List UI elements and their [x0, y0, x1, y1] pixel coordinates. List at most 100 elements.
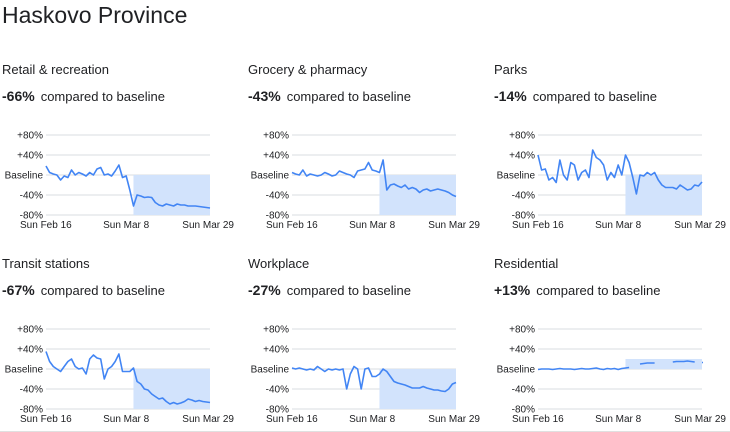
series-line: [291, 159, 457, 198]
line-chart-transit-stations: +80% +40% Baseline -40% -80%Sun Feb 16 Sun Ma…: [5, 325, 235, 426]
plot-area: +80% +40% Baseline -40% -80% Sun Feb 16 Sun Ma…: [2, 117, 238, 234]
y-tick-label: -40%: [20, 191, 43, 202]
x-tick-label: Sun Mar 8: [349, 414, 396, 425]
y-tick-label: -40%: [512, 385, 535, 396]
series-line: [537, 366, 630, 371]
y-tick-label: -40%: [266, 191, 289, 202]
percent-change: -43%: [248, 88, 281, 104]
comparison-label: compared to baseline: [532, 89, 657, 104]
y-tick-label: +80%: [263, 131, 289, 142]
summary-line: -14% compared to baseline: [494, 87, 657, 106]
summary-line: -27% compared to baseline: [248, 281, 411, 300]
comparison-label: compared to baseline: [536, 283, 661, 298]
summary-line: -66% compared to baseline: [2, 87, 165, 106]
plot-area: +80% +40% Baseline -40% -80% Sun Feb 16 Sun Ma…: [248, 311, 484, 428]
summary-line: -67% compared to baseline: [2, 281, 165, 300]
series-line: [672, 360, 695, 363]
comparison-label: compared to baseline: [40, 283, 165, 298]
percent-change: +13%: [494, 282, 531, 298]
percent-change: -27%: [248, 282, 281, 298]
y-tick-label: +40%: [509, 345, 535, 356]
x-tick-label: Sun Feb 16: [20, 414, 72, 425]
percent-change: -67%: [2, 282, 35, 298]
x-tick-label: Sun Mar 29: [428, 220, 480, 231]
percent-change: -14%: [494, 88, 527, 104]
x-tick-label: Sun Mar 8: [103, 414, 150, 425]
change-highlight: [133, 175, 210, 215]
x-tick-label: Sun Feb 16: [266, 220, 318, 231]
plot-area: +80% +40% Baseline -40% -80% Sun Feb 16 Sun Ma…: [248, 117, 484, 234]
comparison-label: compared to baseline: [40, 89, 165, 104]
line-chart-residential: +80% +40% Baseline -40% -80%Sun Feb 16 Sun Ma…: [497, 325, 727, 426]
x-tick-label: Sun Feb 16: [512, 414, 564, 425]
line-chart-parks: +80% +40% Baseline -40% -80%Sun Feb 16 Sun Ma…: [497, 131, 727, 232]
change-highlight: [625, 175, 702, 215]
y-tick-label: Baseline: [5, 365, 44, 376]
x-tick-label: Sun Mar 29: [182, 220, 234, 231]
category-title: Grocery & pharmacy: [248, 62, 368, 77]
y-tick-label: +40%: [509, 151, 535, 162]
series-line: [639, 362, 655, 365]
y-tick-label: +40%: [263, 345, 289, 356]
y-tick-label: -80%: [266, 405, 289, 416]
x-tick-label: Sun Mar 8: [349, 220, 396, 231]
y-tick-label: Baseline: [5, 171, 44, 182]
category-title: Residential: [494, 256, 559, 271]
chart-panel-workplace: Workplace -27% compared to baseline +80% +40…: [248, 256, 484, 426]
y-tick-label: +40%: [17, 151, 43, 162]
percent-change: -66%: [2, 88, 35, 104]
change-highlight: [379, 369, 456, 409]
y-tick-label: -40%: [266, 385, 289, 396]
y-tick-label: Baseline: [251, 365, 290, 376]
comparison-label: compared to baseline: [286, 89, 411, 104]
y-tick-label: +80%: [17, 131, 43, 142]
change-highlight: [625, 359, 702, 369]
y-tick-label: -80%: [266, 211, 289, 222]
chart-panel-transit-stations: Transit stations -67% compared to baseline…: [2, 256, 238, 426]
line-chart-retail-and-recreation: +80% +40% Baseline -40% -80%Sun Feb 16 Sun Ma…: [5, 131, 235, 232]
plot-area: +80% +40% Baseline -40% -80% Sun Feb 16 Sun Ma…: [2, 311, 238, 428]
chart-panel-parks: Parks -14% compared to baseline +80% +40% Bas…: [494, 62, 730, 232]
x-tick-label: Sun Mar 8: [595, 414, 642, 425]
x-tick-label: Sun Mar 29: [428, 414, 480, 425]
y-tick-label: +80%: [509, 131, 535, 142]
y-tick-label: -80%: [512, 405, 535, 416]
category-title: Retail & recreation: [2, 62, 109, 77]
y-tick-label: +40%: [263, 151, 289, 162]
y-tick-label: Baseline: [251, 171, 290, 182]
chart-panel-retail-and-recreation: Retail & recreation -66% compared to basel…: [2, 62, 238, 232]
x-tick-label: Sun Mar 29: [182, 414, 234, 425]
line-chart-workplace: +80% +40% Baseline -40% -80%Sun Feb 16 Sun Ma…: [251, 325, 481, 426]
series-line: [291, 365, 457, 393]
series-line: [45, 164, 211, 209]
category-title: Parks: [494, 62, 528, 77]
series-line: [45, 351, 211, 405]
chart-panel-residential: Residential +13% compared to baseline +80% +…: [494, 256, 730, 426]
x-tick-label: Sun Feb 16: [20, 220, 72, 231]
x-tick-label: Sun Mar 8: [103, 220, 150, 231]
category-title: Transit stations: [2, 256, 90, 271]
summary-line: -43% compared to baseline: [248, 87, 411, 106]
y-tick-label: Baseline: [497, 171, 536, 182]
y-tick-label: -40%: [20, 385, 43, 396]
summary-line: +13% compared to baseline: [494, 281, 661, 300]
x-tick-label: Sun Mar 29: [674, 414, 726, 425]
plot-area: +80% +40% Baseline -40% -80% Sun Feb 16 Sun Ma…: [494, 117, 730, 234]
y-tick-label: +40%: [17, 345, 43, 356]
category-title: Workplace: [248, 256, 310, 271]
x-tick-label: Sun Feb 16: [266, 414, 318, 425]
x-tick-label: Sun Mar 29: [674, 220, 726, 231]
y-tick-label: -80%: [20, 211, 43, 222]
plot-area: +80% +40% Baseline -40% -80% Sun Feb 16 Sun Ma…: [494, 311, 730, 428]
chart-panel-grocery-and-pharmacy: Grocery & pharmacy -43% compared to baseli…: [248, 62, 484, 232]
x-tick-label: Sun Feb 16: [512, 220, 564, 231]
y-tick-label: -80%: [512, 211, 535, 222]
y-tick-label: -40%: [512, 191, 535, 202]
page-title: Haskovo Province: [2, 2, 188, 28]
y-tick-label: Baseline: [497, 365, 536, 376]
comparison-label: compared to baseline: [286, 283, 411, 298]
y-tick-label: +80%: [509, 325, 535, 336]
x-tick-label: Sun Mar 8: [595, 220, 642, 231]
series-line: [537, 149, 703, 195]
change-highlight: [379, 175, 456, 215]
